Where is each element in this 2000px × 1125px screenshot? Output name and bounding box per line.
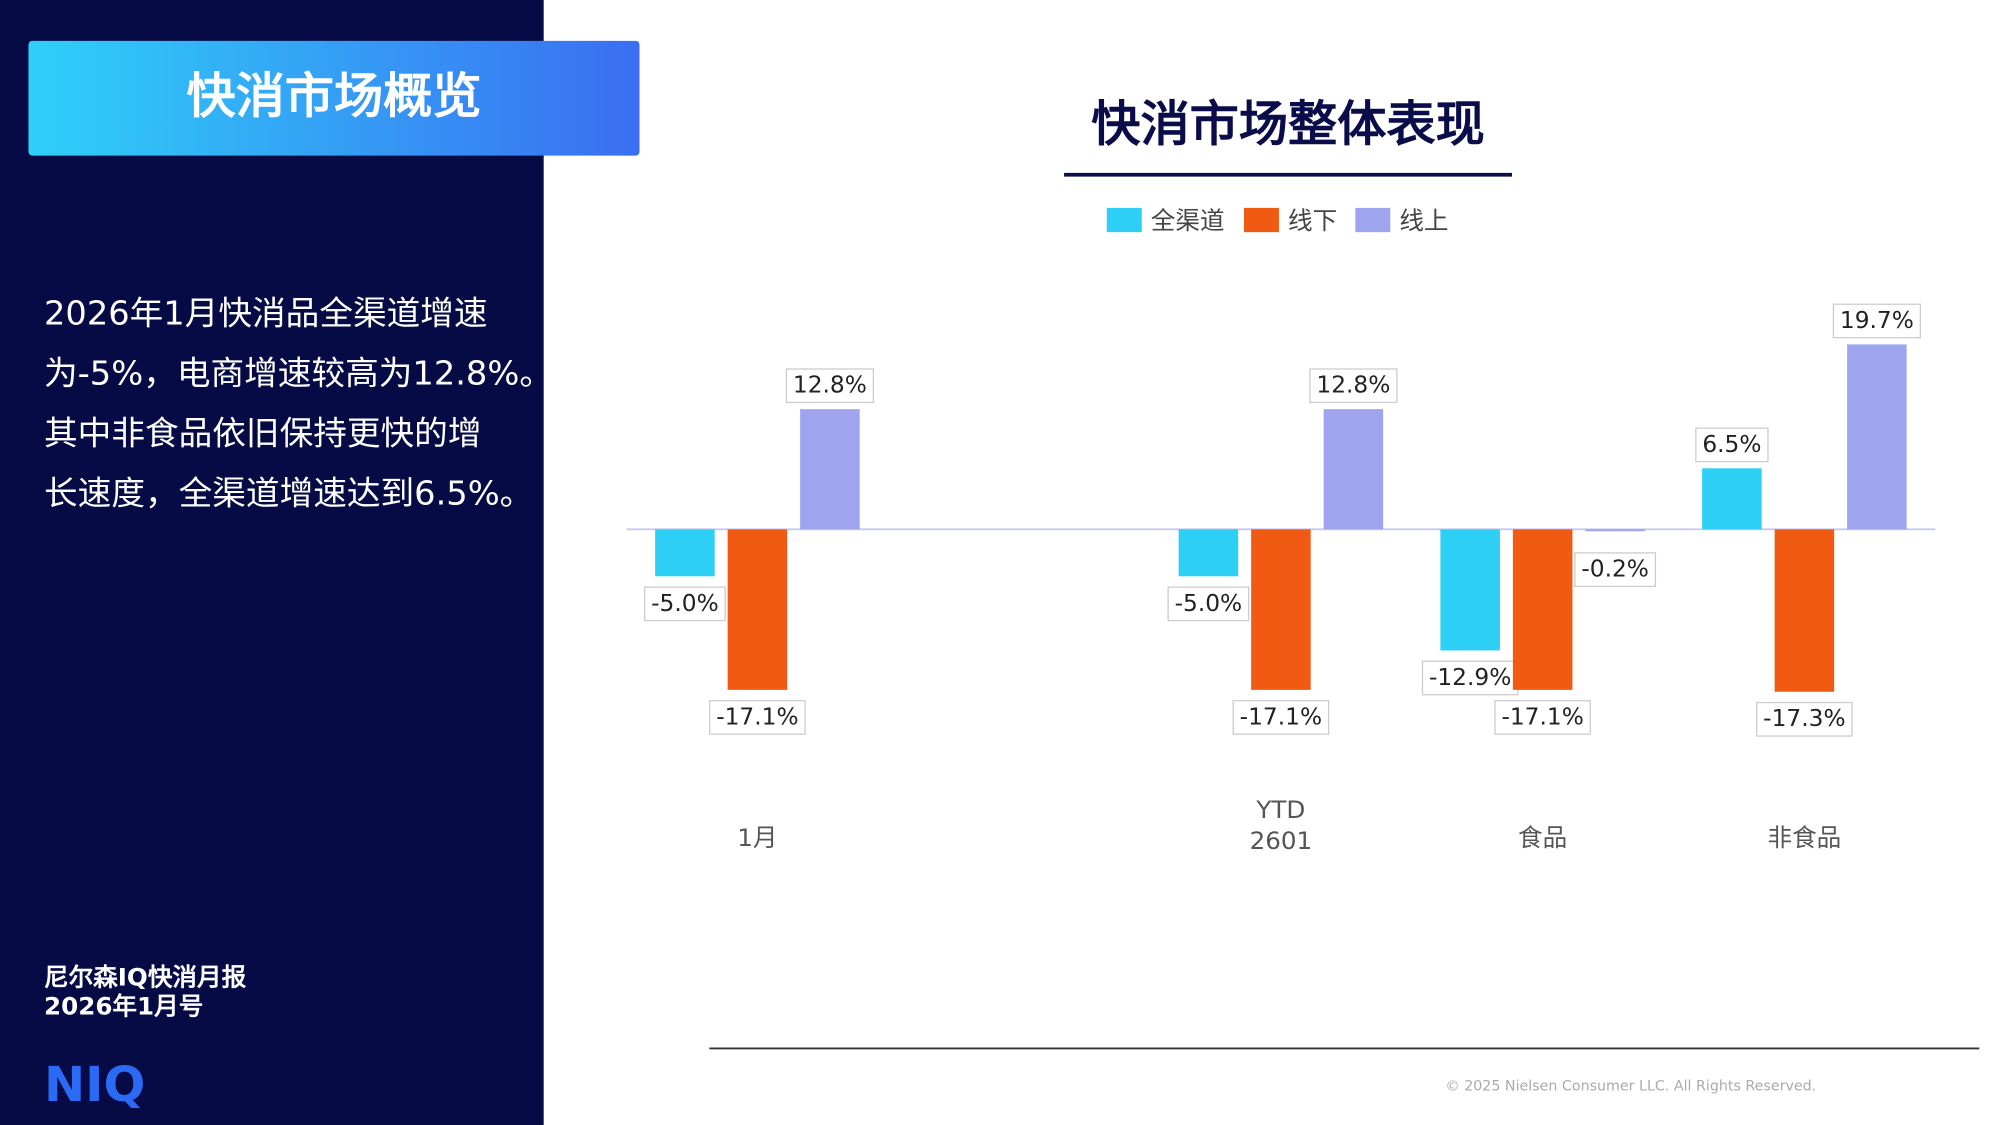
bar — [1251, 529, 1311, 690]
bar — [800, 409, 860, 530]
x-tick-label: 非食品 — [1768, 823, 1842, 852]
value-label: 12.8% — [793, 373, 867, 399]
bar — [655, 529, 715, 577]
x-tick-label: 1月 — [737, 823, 777, 852]
report-name: 尼尔森IQ快消月报 — [44, 962, 247, 991]
value-label-box — [1574, 552, 1657, 588]
bar — [1512, 529, 1573, 690]
value-label: -17.1% — [1240, 705, 1322, 731]
legend-swatch — [1106, 207, 1142, 233]
sidebar-title: 快消市场概览 — [186, 68, 481, 125]
value-label: -17.3% — [1763, 706, 1845, 732]
paragraph-line: 为-5%，电商增速较高为12.8%。 — [44, 354, 553, 393]
value-label: 6.5% — [1702, 432, 1761, 458]
paragraph-line: 2026年1月快消品全渠道增速 — [44, 294, 488, 333]
value-label-box — [785, 368, 875, 404]
chart-title: 快消市场整体表现 — [1091, 96, 1485, 153]
copyright: © 2025 Nielsen Consumer LLC. All Rights … — [1445, 1079, 1816, 1095]
value-label-box — [1756, 701, 1853, 737]
paragraph-line: 其中非食品依旧保持更快的增 — [44, 414, 481, 453]
value-label-box — [1309, 368, 1398, 404]
paragraph-line: 长速度，全渠道增速达到6.5%。 — [44, 474, 533, 513]
value-label: -17.1% — [1501, 705, 1583, 731]
value-label: -17.1% — [716, 705, 798, 731]
sidebar — [0, 0, 544, 1125]
value-label-box — [1832, 303, 1922, 339]
bar — [1178, 529, 1239, 577]
value-label: 19.7% — [1840, 308, 1914, 334]
legend-label: 线下 — [1288, 206, 1337, 235]
title-banner — [28, 40, 640, 156]
bar — [727, 529, 788, 690]
bar — [1702, 468, 1762, 530]
bar — [1774, 529, 1835, 692]
value-label-box — [1421, 660, 1519, 696]
legend-label: 全渠道 — [1151, 206, 1225, 235]
value-label: -0.2% — [1581, 557, 1649, 583]
value-label: -5.0% — [1175, 591, 1243, 617]
bar — [1585, 529, 1645, 532]
value-label-box — [1695, 427, 1769, 463]
logo: NIQ — [44, 1056, 145, 1113]
value-label-box — [1494, 700, 1591, 735]
bar — [1847, 344, 1907, 530]
value-label: 12.8% — [1316, 373, 1390, 399]
x-tick-label: 食品 — [1518, 823, 1567, 852]
legend-swatch — [1244, 207, 1279, 233]
legend-swatch — [1355, 207, 1391, 233]
value-label-box — [643, 586, 726, 622]
value-label-box — [709, 700, 806, 735]
report-issue: 2026年1月号 — [44, 992, 203, 1021]
bar — [1440, 529, 1500, 651]
value-label-box — [1167, 586, 1250, 622]
value-label-box — [1232, 700, 1330, 735]
value-label: -12.9% — [1429, 665, 1511, 691]
x-tick-label: YTD 2601 — [1250, 795, 1313, 854]
legend-label: 线上 — [1399, 206, 1448, 235]
value-label: -5.0% — [651, 591, 719, 617]
bar — [1323, 409, 1384, 530]
